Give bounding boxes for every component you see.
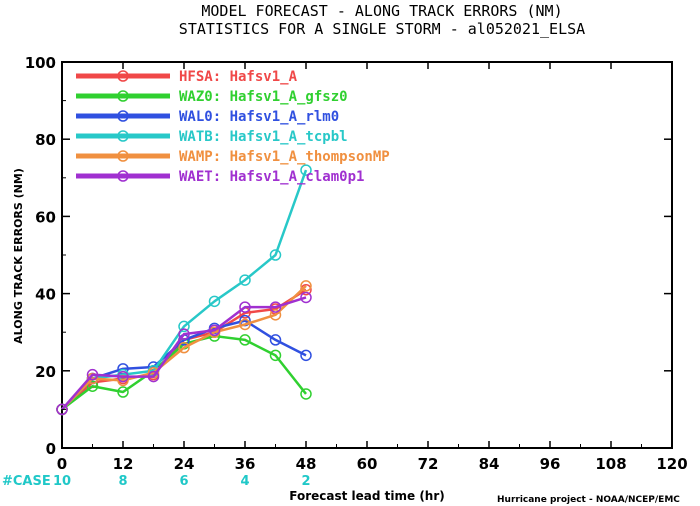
x-tick-label: 72 xyxy=(418,455,439,473)
x-tick-label: 84 xyxy=(479,455,500,473)
data-point-5 xyxy=(56,403,68,416)
data-point-3 xyxy=(269,249,282,261)
x-tick-label: 0 xyxy=(57,455,67,473)
plot-frame xyxy=(61,61,673,449)
data-point-1 xyxy=(117,386,129,398)
case-count: 6 xyxy=(179,474,188,489)
legend-label-5: WAET: Hafsv1_A_clam0p1 xyxy=(179,169,364,185)
series-line-3 xyxy=(61,169,308,411)
legend: HFSA: Hafsv1_A WAZ0: Hafsv1_A_gfsz0 WAL0: … xyxy=(76,69,390,185)
x-tick-label: 24 xyxy=(174,455,195,473)
series-line-4 xyxy=(61,284,307,411)
legend-label-3: WATB: Hafsv1_A_tcpbl xyxy=(179,129,348,145)
data-point-5 xyxy=(208,324,221,337)
y-tick-label: 20 xyxy=(35,363,56,381)
case-label: #CASE xyxy=(2,474,51,489)
x-tick-label: 120 xyxy=(656,455,687,473)
legend-marker-1 xyxy=(117,90,129,102)
x-tick-label: 36 xyxy=(235,455,256,473)
x-tick-label: 12 xyxy=(113,455,134,473)
data-point-4 xyxy=(239,318,251,331)
plot-area xyxy=(61,61,673,449)
y-tick-label: 40 xyxy=(35,286,56,304)
series-layer xyxy=(56,164,312,416)
x-axis-label: Forecast lead time (hr) xyxy=(289,489,445,503)
data-point-5 xyxy=(300,291,312,304)
case-count: 8 xyxy=(118,474,127,489)
legend-label-0: HFSA: Hafsv1_A xyxy=(179,69,298,85)
data-point-4 xyxy=(300,280,312,292)
data-point-3 xyxy=(239,274,251,286)
data-point-1 xyxy=(86,380,99,392)
x-tick-label: 108 xyxy=(595,455,626,473)
legend-marker-3 xyxy=(117,130,129,142)
legend-label-4: WAMP: Hafsv1_A_thompsonMP xyxy=(179,149,390,165)
data-point-5 xyxy=(269,301,282,313)
data-point-4 xyxy=(269,309,282,321)
data-point-3 xyxy=(178,320,190,333)
data-point-5 xyxy=(239,301,251,313)
legend-label-2: WAL0: Hafsv1_A_rlm0 xyxy=(179,109,339,125)
y-axis-label: ALONG TRACK ERRORS (NM) xyxy=(12,168,25,344)
data-point-5 xyxy=(86,368,99,381)
y-tick-label: 0 xyxy=(46,440,56,458)
legend-marker-2 xyxy=(117,110,129,122)
case-counts: #CASE 10 8 6 4 2 xyxy=(2,474,311,489)
legend-marker-5 xyxy=(117,170,129,182)
x-tick-label: 60 xyxy=(357,455,378,473)
data-point-1 xyxy=(269,349,282,362)
data-point-3 xyxy=(300,164,312,176)
data-point-2 xyxy=(300,349,312,362)
case-count: 4 xyxy=(240,474,249,489)
legend-marker-0 xyxy=(117,70,129,82)
data-point-5 xyxy=(117,370,129,383)
series-line-1 xyxy=(61,334,307,411)
data-point-4 xyxy=(178,341,190,354)
y-tick-label: 60 xyxy=(35,208,56,226)
case-count: 10 xyxy=(53,474,71,489)
data-point-3 xyxy=(208,295,221,308)
y-tick-label: 80 xyxy=(35,131,56,149)
data-point-2 xyxy=(269,334,282,346)
legend-label-1: WAZ0: Hafsv1_A_gfsz0 xyxy=(179,89,348,105)
series-line-5 xyxy=(61,296,307,411)
chart-title-line1: MODEL FORECAST - ALONG TRACK ERRORS (NM) xyxy=(201,2,562,20)
data-point-1 xyxy=(239,334,251,346)
x-tick-label: 96 xyxy=(540,455,561,473)
data-point-5 xyxy=(147,370,160,383)
case-count: 2 xyxy=(301,474,310,489)
axis-ticks: 0 12 24 36 48 60 72 84 96 108 120 0 20 40 60 80 100 xyxy=(25,54,688,473)
legend-marker-4 xyxy=(117,150,129,162)
credit-text: Hurricane project - NOAA/NCEP/EMC xyxy=(497,495,680,505)
chart-title-line2: STATISTICS FOR A SINGLE STORM - al052021… xyxy=(179,20,585,38)
data-point-1 xyxy=(300,388,312,400)
y-tick-label: 100 xyxy=(25,54,56,72)
x-tick-label: 48 xyxy=(296,455,317,473)
data-point-5 xyxy=(178,328,190,340)
